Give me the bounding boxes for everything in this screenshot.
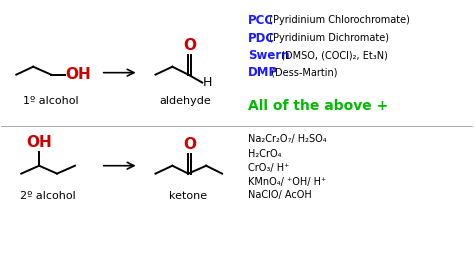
Text: (DMSO, (COCl)₂, Et₃N): (DMSO, (COCl)₂, Et₃N): [278, 51, 388, 61]
Text: OH: OH: [26, 135, 52, 150]
Text: DMP: DMP: [248, 66, 278, 79]
Text: 1º alcohol: 1º alcohol: [23, 96, 79, 106]
Text: H: H: [203, 76, 212, 89]
Text: PDC: PDC: [248, 32, 275, 44]
Text: (Pyridinium Dichromate): (Pyridinium Dichromate): [266, 33, 389, 43]
Text: All of the above +: All of the above +: [248, 99, 388, 113]
Text: KMnO₄/ ⁺OH/ H⁺: KMnO₄/ ⁺OH/ H⁺: [248, 176, 326, 187]
Text: O: O: [183, 38, 196, 53]
Text: Swern: Swern: [248, 49, 290, 62]
Text: (Pyridinium Chlorochromate): (Pyridinium Chlorochromate): [266, 15, 410, 25]
Text: O: O: [183, 137, 196, 152]
Text: 2º alcohol: 2º alcohol: [20, 192, 76, 201]
Text: H₂CrO₄: H₂CrO₄: [248, 149, 282, 159]
Text: OH: OH: [65, 67, 91, 82]
Text: NaClO/ AcOH: NaClO/ AcOH: [248, 190, 312, 200]
Text: (Dess-Martin): (Dess-Martin): [268, 68, 337, 78]
Text: ketone: ketone: [169, 192, 207, 201]
Text: aldehyde: aldehyde: [159, 96, 211, 106]
Text: CrO₃/ H⁺: CrO₃/ H⁺: [248, 163, 289, 173]
Text: Na₂Cr₂O₇/ H₂SO₄: Na₂Cr₂O₇/ H₂SO₄: [248, 134, 327, 144]
Text: PCC: PCC: [248, 14, 274, 27]
